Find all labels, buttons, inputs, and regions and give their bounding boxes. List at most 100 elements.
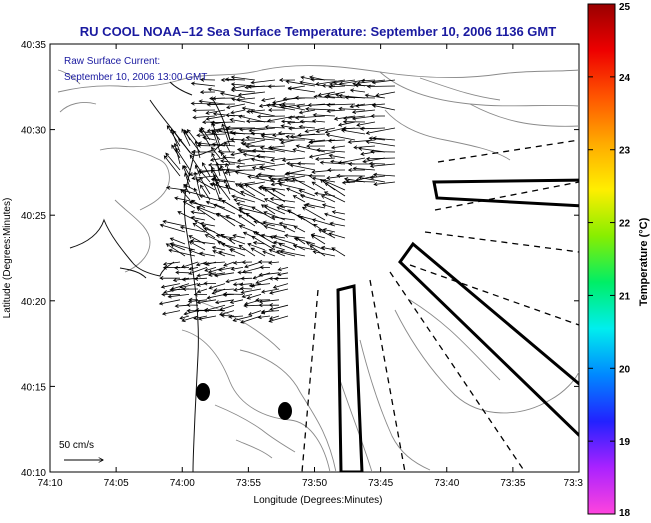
current-vector xyxy=(261,97,276,102)
current-vector xyxy=(225,162,231,177)
current-vector xyxy=(328,232,346,239)
current-vector xyxy=(208,267,226,274)
current-vector xyxy=(372,172,396,177)
current-vector xyxy=(240,141,256,147)
current-vector xyxy=(305,241,326,251)
x-tick-label: 73:40 xyxy=(434,478,459,489)
x-tick-label: 74:00 xyxy=(170,478,195,489)
current-vector xyxy=(196,207,216,221)
current-vector xyxy=(349,88,366,93)
current-vector xyxy=(277,131,296,136)
current-vector xyxy=(271,244,286,251)
current-vector xyxy=(328,84,346,89)
current-vector xyxy=(280,119,296,124)
current-vector xyxy=(186,303,199,308)
current-vector xyxy=(260,204,276,215)
current-vector xyxy=(244,183,266,197)
current-vector xyxy=(193,276,208,281)
current-vector xyxy=(272,283,289,289)
current-vector xyxy=(238,244,256,257)
current-vector xyxy=(215,181,231,201)
current-vector xyxy=(182,201,196,209)
current-vector xyxy=(230,75,256,81)
current-vector xyxy=(324,127,346,134)
current-vector xyxy=(280,124,296,129)
current-vector xyxy=(245,212,266,227)
current-vector xyxy=(267,176,296,183)
current-vector xyxy=(347,168,366,173)
current-vector xyxy=(225,113,246,118)
current-vector xyxy=(203,308,226,313)
current-vector xyxy=(312,250,336,257)
x-tick-label: 74:10 xyxy=(37,478,62,489)
x-tick-label: 73:35 xyxy=(500,478,525,489)
current-vector xyxy=(225,126,231,141)
current-vector xyxy=(228,314,244,319)
current-vector xyxy=(277,175,306,183)
current-vector xyxy=(313,223,326,233)
current-vector xyxy=(321,179,346,191)
current-vector xyxy=(183,310,199,316)
current-vector xyxy=(268,276,280,281)
current-vector xyxy=(295,144,326,153)
current-vector xyxy=(299,80,326,87)
current-vector xyxy=(305,202,326,209)
current-vector xyxy=(223,178,231,195)
current-vector xyxy=(225,277,244,284)
current-vector xyxy=(215,161,221,177)
colorbar-ticks: 25 24 23 22 21 20 19 18 xyxy=(588,2,631,519)
current-vector xyxy=(275,249,296,257)
current-vector xyxy=(306,144,326,149)
current-vector xyxy=(251,148,276,153)
current-vector xyxy=(193,171,201,195)
current-vector xyxy=(315,148,346,153)
current-vector xyxy=(269,146,296,153)
current-vector xyxy=(170,128,181,153)
study-area-boxes xyxy=(336,178,579,472)
current-vector xyxy=(229,248,246,257)
current-vector xyxy=(173,142,181,165)
current-vector xyxy=(237,270,253,275)
colorbar-tick-label: 23 xyxy=(619,146,631,157)
current-vector xyxy=(212,181,221,201)
current-vector xyxy=(337,121,356,127)
current-vector xyxy=(371,103,396,111)
current-vector xyxy=(247,242,266,251)
current-vector xyxy=(280,139,296,145)
current-vector xyxy=(294,95,316,100)
current-vector xyxy=(259,165,276,171)
current-vector xyxy=(324,182,346,197)
current-vector xyxy=(296,161,316,166)
current-vector xyxy=(269,235,296,245)
current-vector xyxy=(236,147,266,153)
current-vector xyxy=(209,157,226,162)
current-vector xyxy=(175,147,191,171)
current-vector xyxy=(342,119,366,124)
current-vector xyxy=(205,109,226,115)
current-vector xyxy=(197,141,226,147)
current-vector xyxy=(261,187,286,203)
current-vector xyxy=(222,292,244,297)
current-vector xyxy=(230,82,256,87)
current-vector xyxy=(365,140,396,147)
current-vector xyxy=(172,277,190,283)
y-tick-label: 40:25 xyxy=(21,211,46,222)
current-vector xyxy=(310,234,326,245)
current-vector xyxy=(193,187,201,201)
current-vector xyxy=(192,115,216,120)
y-tick-label: 40:10 xyxy=(21,468,46,479)
current-vector xyxy=(217,241,236,251)
current-vector xyxy=(199,176,211,195)
current-vector xyxy=(286,187,306,197)
current-vector xyxy=(365,127,396,135)
current-vector xyxy=(278,242,296,251)
current-vector xyxy=(211,152,221,171)
current-vector xyxy=(181,128,191,147)
current-vector xyxy=(231,97,256,105)
current-vector xyxy=(224,77,246,82)
y-axis-label: Latitude (Degrees:Minutes) xyxy=(2,198,13,319)
current-vector xyxy=(244,261,262,269)
current-vector xyxy=(200,77,216,82)
current-vector xyxy=(250,79,276,85)
current-vector xyxy=(220,313,235,318)
